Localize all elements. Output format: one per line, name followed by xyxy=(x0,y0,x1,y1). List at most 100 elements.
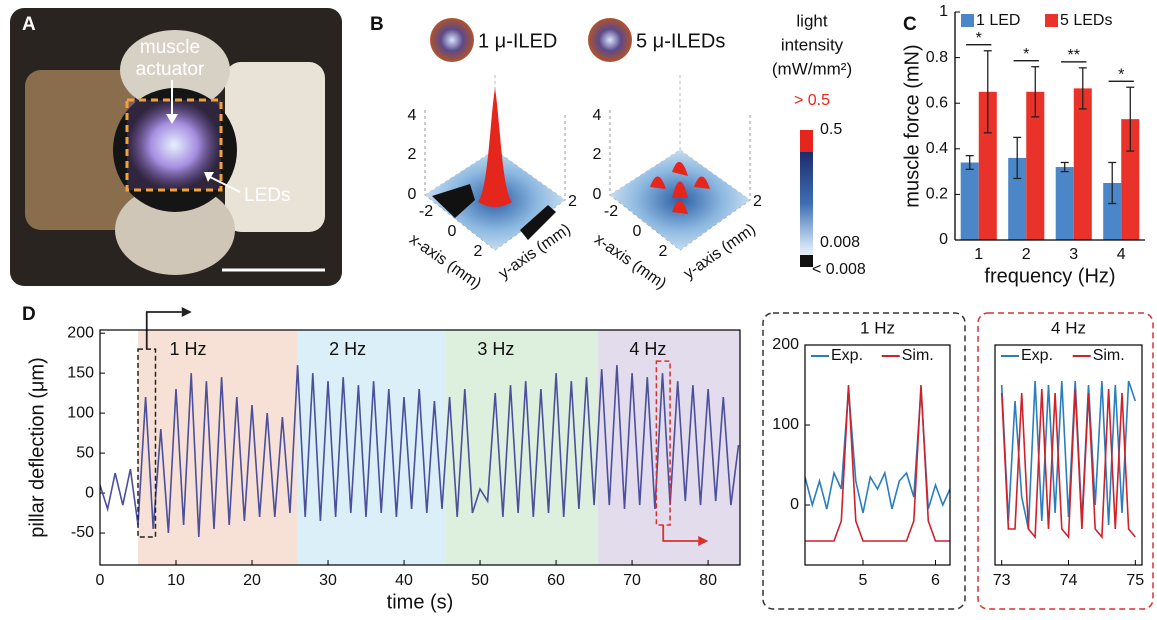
plot-title: 5 μ-ILEDs xyxy=(636,30,725,52)
legend-label: Exp. xyxy=(1021,347,1053,364)
x-tick-label: 73 xyxy=(993,572,1011,589)
arrow xyxy=(662,525,699,542)
region-label: 2 Hz xyxy=(329,339,366,359)
x-tick-label: 60 xyxy=(547,572,565,589)
arrow-head xyxy=(181,307,192,317)
y-tick-label: 0.2 xyxy=(926,186,948,203)
colorbar-title: (mW/mm²) xyxy=(772,59,852,78)
bar xyxy=(1073,88,1092,240)
y-tick-label: 1 xyxy=(939,3,948,20)
x-tick-label: 0 xyxy=(96,572,105,589)
line xyxy=(805,384,950,542)
y-tick-label: 50 xyxy=(76,444,94,461)
colorbar-title: intensity xyxy=(781,35,844,54)
panel-label: A xyxy=(22,14,36,35)
x-tick-label: 70 xyxy=(623,572,641,589)
z-tick-label: 0 xyxy=(593,186,602,203)
line xyxy=(1000,388,1136,540)
axes-frame xyxy=(994,344,1143,566)
bar xyxy=(960,162,979,240)
z-tick-label: 2 xyxy=(408,146,417,163)
legend-swatch xyxy=(1045,14,1058,27)
legend-label: 5 LEDs xyxy=(1060,12,1112,29)
z-tick-label: 4 xyxy=(593,107,602,124)
x-axis-label: x-axis (mm) xyxy=(406,231,484,293)
x-tick-label: -2 xyxy=(419,203,433,220)
callout: actuator xyxy=(136,59,205,80)
x-tick-label: 80 xyxy=(699,572,717,589)
colorbar xyxy=(800,130,813,267)
z-tick-label: 2 xyxy=(593,146,602,163)
colorbar-label: > 0.5 xyxy=(794,92,830,109)
x-axis-label: x-axis (mm) xyxy=(591,231,669,293)
colorbar-label: < 0.008 xyxy=(812,261,866,278)
y-tick-label: 0.6 xyxy=(926,94,948,111)
region-label: 3 Hz xyxy=(477,339,514,359)
y-tick-label: -50 xyxy=(71,524,94,541)
line xyxy=(1000,380,1137,530)
surface-2 xyxy=(609,75,751,251)
x-tick-label: 3 xyxy=(1069,246,1078,263)
callout: muscle xyxy=(140,37,200,58)
colorbar-label: 0.5 xyxy=(820,121,842,138)
bar xyxy=(1055,167,1074,240)
significance-label: * xyxy=(976,30,982,47)
x-tick-label: 6 xyxy=(931,572,940,589)
x-tick-label: 75 xyxy=(1126,572,1144,589)
x-tick-label: 30 xyxy=(319,572,337,589)
chart-title: 4 Hz xyxy=(1051,318,1086,337)
region-label: 1 Hz xyxy=(169,339,206,359)
legend-label: Exp. xyxy=(831,347,863,364)
x-tick-label: 0 xyxy=(633,223,642,240)
bar xyxy=(1008,157,1027,240)
inset-frame xyxy=(977,312,1154,610)
region xyxy=(297,330,446,565)
icon-5-leds xyxy=(588,18,632,62)
chart-title: 1 Hz xyxy=(860,318,895,337)
x-tick-label: 2 xyxy=(1022,246,1031,263)
y-tick-label: 100 xyxy=(772,416,799,433)
x-tick-label: 74 xyxy=(1060,572,1078,589)
z-tick-label: 4 xyxy=(408,107,417,124)
x-tick-label: 20 xyxy=(243,572,261,589)
x-tick-label: 0 xyxy=(448,223,457,240)
x-tick-label: 2 xyxy=(659,243,668,260)
bar xyxy=(1103,183,1122,240)
x-tick-label: -2 xyxy=(604,203,618,220)
legend-label: 1 LED xyxy=(976,12,1020,29)
icon-1-led xyxy=(430,18,474,62)
legend-label: Sim. xyxy=(1093,347,1125,364)
colorbar-title: light xyxy=(796,11,827,30)
colorbar-label: 0.008 xyxy=(820,234,860,251)
legend-swatch xyxy=(961,14,974,27)
region-label: 4 Hz xyxy=(629,339,666,359)
y-axis-label: muscle force (mN) xyxy=(901,44,923,207)
significance-label: * xyxy=(1023,46,1029,63)
arrow-head xyxy=(698,536,709,547)
x-tick-label: 10 xyxy=(167,572,185,589)
arrow xyxy=(145,311,182,350)
x-tick-label: 5 xyxy=(859,572,868,589)
y-tick-label: 0 xyxy=(939,231,948,248)
y-tick-label: 2 xyxy=(753,193,762,210)
x-tick-label: 50 xyxy=(471,572,489,589)
axes-frame xyxy=(99,329,741,566)
y-tick-label: 0 xyxy=(85,484,94,501)
significance-label: ** xyxy=(1068,47,1080,64)
line xyxy=(805,388,950,514)
y-axis-label: pillar deflection (μm) xyxy=(26,357,48,537)
x-tick-label: 4 xyxy=(1117,246,1126,263)
panel-label: C xyxy=(903,14,917,35)
bar xyxy=(978,91,997,240)
y-tick-label: 100 xyxy=(67,404,94,421)
region xyxy=(597,330,740,565)
surface-1 xyxy=(424,75,566,251)
axes-frame xyxy=(804,344,951,566)
panel-label: D xyxy=(22,304,36,325)
z-tick-label: 0 xyxy=(408,186,417,203)
bar xyxy=(1026,91,1045,240)
callout: LEDs xyxy=(244,185,290,206)
y-tick-label: 0 xyxy=(790,496,799,513)
y-tick-label: 0.4 xyxy=(926,140,948,157)
x-tick-label: 40 xyxy=(395,572,413,589)
